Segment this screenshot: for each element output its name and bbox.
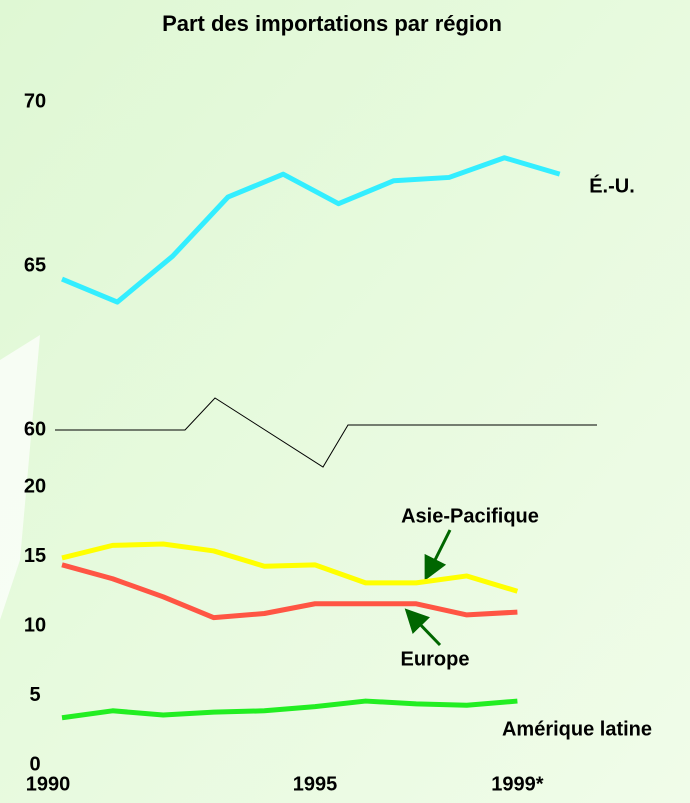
y-tick-label: 5 <box>29 684 40 706</box>
chart: Part des importations par région 60 65 70 É… <box>0 0 690 803</box>
x-tick-label: 1995 <box>293 773 338 795</box>
y-tick-label: 20 <box>24 475 46 497</box>
y-tick-label: 10 <box>24 614 46 636</box>
x-tick-label: 1990 <box>26 773 71 795</box>
x-tick-label: 1999* <box>491 773 543 795</box>
y-tick-label: 65 <box>24 254 46 276</box>
chart-title: Part des importations par région <box>162 11 502 36</box>
y-tick-label: 70 <box>24 90 46 112</box>
y-tick-label: 60 <box>24 418 46 440</box>
background <box>0 0 690 803</box>
series-label: Europe <box>401 648 470 670</box>
page: {"chart_data": {"type": "line", "title":… <box>0 0 690 803</box>
y-tick-label: 0 <box>29 753 40 775</box>
series-label: É.-U. <box>589 174 635 197</box>
series-label: Asie-Pacifique <box>401 505 539 527</box>
y-tick-label: 15 <box>24 545 46 567</box>
series-label: Amérique latine <box>502 718 652 740</box>
